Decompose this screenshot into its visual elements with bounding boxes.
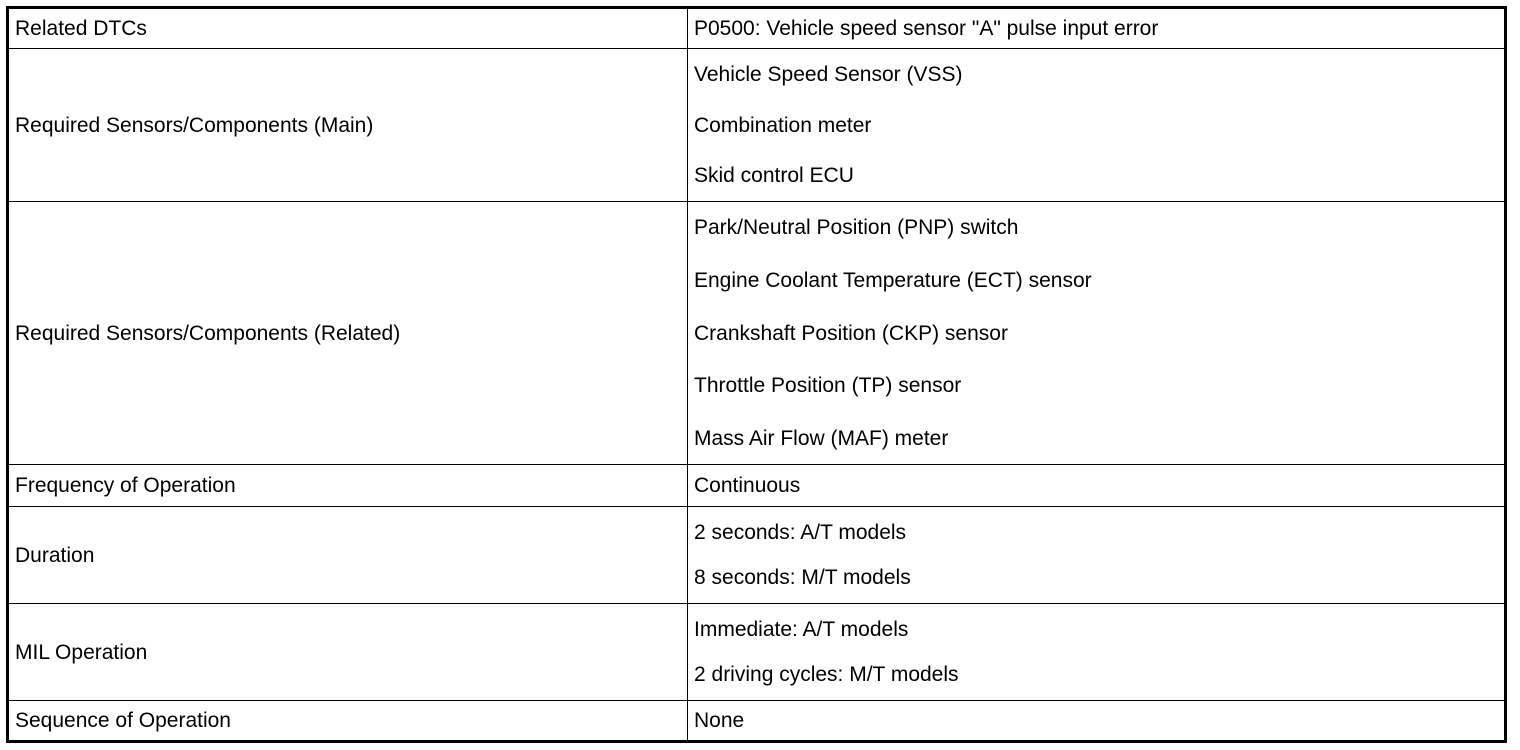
list-item: Park/Neutral Position (PNP) switch: [694, 216, 1019, 239]
row-label: Required Sensors/Components (Related): [7, 201, 688, 465]
row-value: Continuous: [687, 464, 1506, 507]
list-item: Crankshaft Position (CKP) sensor: [694, 321, 1008, 345]
list-item: Engine Coolant Temperature (ECT) sensor: [694, 268, 1092, 292]
row-label: Related DTCs: [7, 7, 688, 49]
list-item: Throttle Position (TP) sensor: [694, 374, 962, 398]
table-row-sensors-main: Required Sensors/Components (Main) Vehic…: [7, 48, 1506, 202]
row-label: Duration: [7, 506, 688, 604]
row-value-list: Immediate: A/T models 2 driving cycles: …: [687, 603, 1506, 701]
row-value-list: 2 seconds: A/T models 8 seconds: M/T mod…: [687, 506, 1506, 604]
row-value-list: Park/Neutral Position (PNP) switch Engin…: [687, 201, 1506, 465]
list-item: 2 driving cycles: M/T models: [694, 663, 959, 686]
table-row-mil-operation: MIL Operation Immediate: A/T models 2 dr…: [7, 603, 1506, 701]
table-row-sensors-related: Required Sensors/Components (Related) Pa…: [7, 201, 1506, 465]
table-row-related-dtcs: Related DTCs P0500: Vehicle speed sensor…: [7, 7, 1506, 49]
monitor-spec-table: Related DTCs P0500: Vehicle speed sensor…: [6, 6, 1507, 743]
list-item: Skid control ECU: [694, 164, 854, 187]
table-row-duration: Duration 2 seconds: A/T models 8 seconds…: [7, 506, 1506, 604]
row-label: MIL Operation: [7, 603, 688, 701]
list-item: Vehicle Speed Sensor (VSS): [694, 63, 963, 86]
table-row-frequency: Frequency of Operation Continuous: [7, 464, 1506, 507]
list-item: Mass Air Flow (MAF) meter: [694, 427, 949, 450]
row-label: Frequency of Operation: [7, 464, 688, 507]
row-label: Required Sensors/Components (Main): [7, 48, 688, 202]
row-value: None: [687, 700, 1506, 742]
list-item: Immediate: A/T models: [694, 618, 909, 641]
row-label: Sequence of Operation: [7, 700, 688, 742]
list-item: 8 seconds: M/T models: [694, 566, 911, 589]
row-value: P0500: Vehicle speed sensor "A" pulse in…: [687, 7, 1506, 49]
list-item: 2 seconds: A/T models: [694, 521, 907, 544]
row-value-list: Vehicle Speed Sensor (VSS) Combination m…: [687, 48, 1506, 202]
table-row-sequence: Sequence of Operation None: [7, 700, 1506, 742]
list-item: Combination meter: [694, 113, 872, 137]
